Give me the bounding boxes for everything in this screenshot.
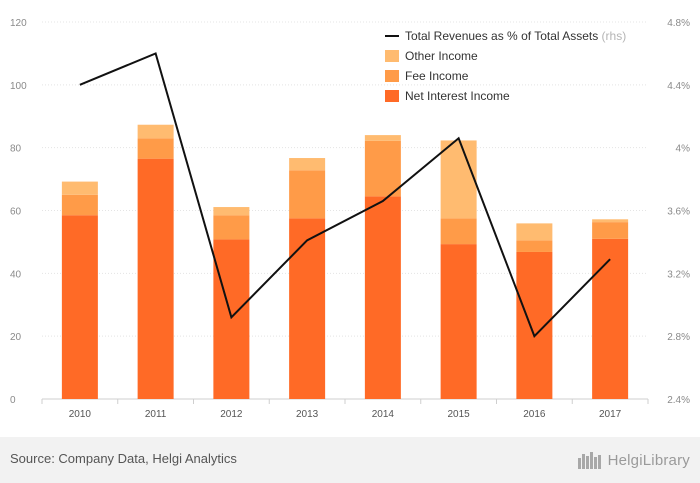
bar-fee-income: [516, 240, 553, 252]
legend-label: Net Interest Income: [405, 89, 510, 103]
y2-tick-label: 2.4%: [667, 395, 690, 406]
bar-fee-income: [61, 194, 98, 216]
bar-fee-income: [440, 218, 477, 245]
legend-swatch: [385, 70, 399, 82]
legend-label: Fee Income: [405, 69, 469, 83]
bar-net-interest-income: [213, 239, 250, 399]
legend-unit-note: (rhs): [598, 29, 626, 43]
brand-name: HelgiLibrary: [607, 451, 690, 469]
y2-tick-label: 2.8%: [667, 332, 690, 343]
y-tick-label: 100: [10, 81, 27, 92]
x-axis: 2010 2011 2012 2013 2014 2015 2016 2017: [41, 399, 649, 420]
line-series-path: [79, 52, 611, 338]
bar-other-income: [364, 135, 401, 141]
revenue-ratio-line: [79, 52, 611, 338]
y2-tick-label: 3.2%: [667, 269, 690, 280]
legend-label: Total Revenues as % of Total Assets (rhs…: [405, 29, 626, 43]
x-tick-label: 2013: [296, 409, 319, 420]
bar-other-income: [592, 219, 629, 223]
x-tick-label: 2017: [599, 409, 622, 420]
y-axis-right: 2.4% 2.8% 3.2% 3.6% 4% 4.4% 4.8%: [667, 18, 690, 406]
bar-fee-income: [289, 170, 326, 219]
x-tick-label: 2016: [523, 409, 546, 420]
bars: [61, 124, 629, 399]
y-tick-label: 20: [10, 332, 22, 343]
legend-swatch: [385, 50, 399, 62]
bar-other-income: [440, 140, 477, 219]
chart: 2010 2011 2012 2013 2014 2015 2016 2017 0 20 40 60…: [10, 18, 690, 420]
bar-other-income: [61, 181, 98, 195]
bar-fee-income: [213, 215, 250, 240]
y2-tick-label: 4.8%: [667, 18, 690, 29]
y2-tick-label: 4.4%: [667, 81, 690, 92]
x-tick-label: 2010: [69, 409, 92, 420]
bar-net-interest-income: [61, 215, 98, 399]
bar-net-interest-income: [364, 196, 401, 399]
y2-tick-label: 3.6%: [667, 207, 690, 218]
bar-fee-income: [364, 140, 401, 197]
bar-net-interest-income: [592, 238, 629, 399]
footer: Source: Company Data, Helgi Analytics He…: [0, 437, 700, 483]
bar-net-interest-income: [137, 158, 174, 399]
x-tick-label: 2015: [448, 409, 471, 420]
x-tick-label: 2012: [220, 409, 243, 420]
y-tick-label: 80: [10, 144, 22, 155]
legend-swatch: [385, 90, 399, 102]
bar-other-income: [213, 207, 250, 216]
bar-net-interest-income: [440, 244, 477, 399]
bar-fee-income: [137, 138, 174, 159]
bar-other-income: [137, 124, 174, 139]
brand-logo: HelgiLibrary: [577, 449, 690, 471]
bar-other-income: [516, 223, 553, 241]
bar-fee-income: [592, 222, 629, 239]
y-tick-label: 0: [10, 395, 16, 406]
x-tick-label: 2014: [372, 409, 395, 420]
y2-tick-label: 4%: [676, 144, 691, 155]
bar-net-interest-income: [289, 218, 326, 399]
legend: Total Revenues as % of Total Assets (rhs…: [385, 29, 626, 103]
source-note: Source: Company Data, Helgi Analytics: [10, 451, 237, 466]
x-tick-label: 2011: [145, 409, 167, 420]
y-tick-label: 60: [10, 207, 22, 218]
library-icon: [577, 452, 601, 469]
bar-net-interest-income: [516, 251, 553, 399]
y-tick-label: 120: [10, 18, 27, 29]
legend-label: Other Income: [405, 49, 478, 63]
grid: [42, 21, 648, 400]
y-tick-label: 40: [10, 269, 22, 280]
bar-other-income: [289, 158, 326, 171]
y-axis-left: 0 20 40 60 80 100 120: [10, 18, 27, 406]
